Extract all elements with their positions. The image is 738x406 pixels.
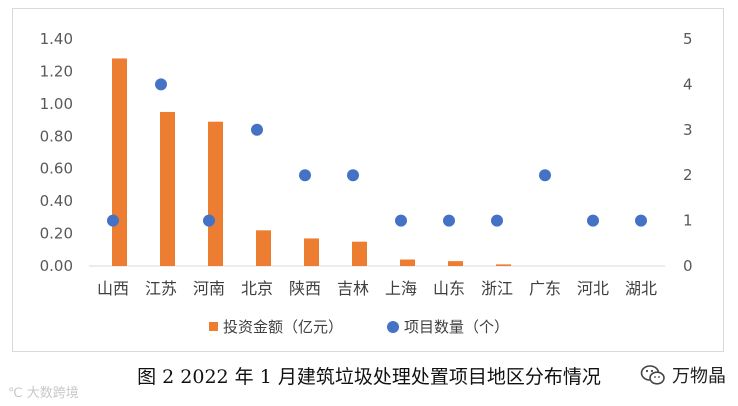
left-tick-label: 1.00 bbox=[40, 95, 73, 113]
watermark-right: 万物晶 bbox=[640, 362, 726, 388]
right-tick-label: 4 bbox=[683, 75, 693, 93]
left-axis-ticks: 0.00 0.20 0.40 0.60 0.80 1.00 1.20 1.40 bbox=[40, 30, 73, 275]
left-tick-label: 0.40 bbox=[40, 192, 73, 210]
bar bbox=[448, 261, 463, 266]
bar bbox=[352, 241, 367, 266]
dot bbox=[203, 214, 215, 227]
category-label: 河北 bbox=[577, 279, 609, 298]
right-axis-ticks: 0 1 2 3 4 5 bbox=[683, 30, 693, 275]
legend-label-dot: 项目数量（个） bbox=[404, 318, 509, 336]
dots bbox=[107, 78, 647, 227]
bar bbox=[160, 111, 175, 266]
watermark-left: ℃ 大数跨境 bbox=[8, 386, 79, 401]
category-labels: 山西 江苏 河南 北京 陕西 吉林 上海 山东 浙江 广东 河北 湖北 bbox=[97, 279, 657, 298]
category-label: 河南 bbox=[193, 279, 225, 298]
bar bbox=[256, 230, 271, 266]
figure-caption: 图 2 2022 年 1 月建筑垃圾处理处置项目地区分布情况 bbox=[137, 366, 601, 388]
category-label: 山东 bbox=[433, 279, 465, 298]
bar bbox=[400, 259, 415, 266]
right-tick-label: 2 bbox=[683, 166, 693, 184]
dot bbox=[587, 214, 599, 227]
dot bbox=[395, 214, 407, 227]
left-tick-label: 0.20 bbox=[40, 225, 73, 243]
bar bbox=[208, 121, 223, 266]
legend-swatch-dot bbox=[387, 321, 399, 333]
right-tick-label: 3 bbox=[683, 121, 693, 139]
category-label: 吉林 bbox=[337, 279, 369, 298]
right-tick-label: 0 bbox=[683, 257, 693, 275]
dot bbox=[107, 214, 119, 227]
left-tick-label: 0.80 bbox=[40, 127, 73, 145]
legend-label-bar: 投资金额（亿元） bbox=[223, 318, 343, 336]
dot bbox=[491, 214, 503, 227]
category-label: 陕西 bbox=[289, 279, 321, 298]
category-label: 江苏 bbox=[145, 279, 177, 298]
dot bbox=[635, 214, 647, 227]
category-label: 广东 bbox=[529, 279, 561, 298]
category-label: 山西 bbox=[97, 279, 129, 298]
bar bbox=[112, 58, 127, 267]
dot bbox=[251, 123, 263, 136]
legend: 投资金额（亿元） 项目数量（个） bbox=[209, 318, 509, 336]
wechat-icon bbox=[640, 365, 665, 385]
right-tick-label: 5 bbox=[683, 30, 693, 48]
left-tick-label: 0.00 bbox=[40, 257, 73, 275]
category-label: 湖北 bbox=[625, 279, 657, 298]
dot bbox=[299, 169, 311, 182]
bar bbox=[496, 264, 511, 266]
chart: 0.000.200.400.600.801.001.201.40 012345 … bbox=[40, 30, 693, 336]
dot bbox=[539, 169, 551, 182]
left-tick-label: 0.60 bbox=[40, 160, 73, 178]
legend-swatch-bar bbox=[209, 322, 218, 331]
category-label: 北京 bbox=[241, 279, 273, 298]
watermark-right-text: 万物晶 bbox=[672, 366, 726, 387]
left-tick-label: 1.20 bbox=[40, 62, 73, 80]
bar bbox=[304, 238, 319, 266]
bars bbox=[112, 58, 511, 267]
left-tick-label: 1.40 bbox=[40, 30, 73, 48]
dot bbox=[443, 214, 455, 227]
category-label: 浙江 bbox=[481, 279, 513, 298]
category-label: 上海 bbox=[385, 279, 417, 298]
right-tick-label: 1 bbox=[683, 212, 693, 230]
dot bbox=[347, 169, 359, 182]
dot bbox=[155, 78, 167, 91]
